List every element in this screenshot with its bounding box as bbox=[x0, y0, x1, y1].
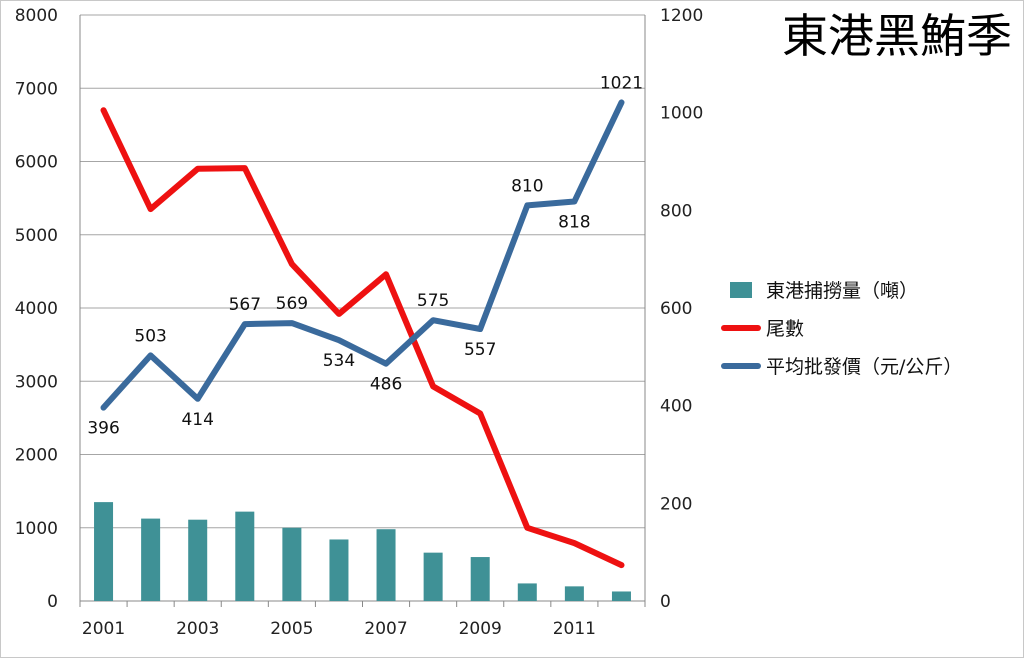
price-line bbox=[100, 99, 625, 411]
left-tick-label: 7000 bbox=[15, 79, 58, 99]
right-tick-label: 0 bbox=[660, 592, 671, 612]
right-tick-label: 1000 bbox=[660, 104, 703, 124]
right-tick-label: 800 bbox=[660, 201, 692, 221]
left-tick-label: 2000 bbox=[15, 446, 58, 466]
price-data-label: 567 bbox=[229, 295, 261, 315]
bar bbox=[611, 591, 631, 601]
price-data-label: 534 bbox=[323, 351, 355, 371]
right-tick-label: 200 bbox=[660, 494, 692, 514]
legend-swatch-bar bbox=[730, 282, 752, 298]
legend-label: 東港捕撈量（噸） bbox=[766, 280, 918, 302]
right-axis-ticks: 0 200 400 600 800 1000 1200 bbox=[660, 6, 703, 612]
price-data-label: 569 bbox=[276, 294, 308, 314]
bar bbox=[470, 557, 490, 601]
left-tick-label: 1000 bbox=[15, 519, 58, 539]
price-data-label: 818 bbox=[558, 213, 590, 233]
x-axis-ticks: 2001 2003 2005 2007 2009 2011 bbox=[79, 601, 646, 639]
price-data-label: 486 bbox=[370, 375, 402, 395]
price-data-label: 557 bbox=[464, 340, 496, 360]
bar bbox=[188, 519, 208, 601]
right-tick-label: 400 bbox=[660, 397, 692, 417]
legend-label: 尾數 bbox=[766, 318, 804, 340]
left-axis-ticks: 0 1000 2000 3000 4000 5000 6000 7000 8000 bbox=[15, 6, 58, 612]
price-data-label: 1021 bbox=[600, 73, 643, 93]
bar bbox=[282, 527, 302, 601]
left-tick-label: 4000 bbox=[15, 299, 58, 319]
x-tick-label: 2005 bbox=[270, 619, 313, 639]
left-tick-label: 5000 bbox=[15, 226, 58, 246]
right-tick-label: 600 bbox=[660, 299, 692, 319]
left-tick-label: 8000 bbox=[15, 6, 58, 26]
gridlines bbox=[79, 14, 646, 602]
bar-series bbox=[94, 502, 631, 601]
price-data-label: 575 bbox=[417, 291, 449, 311]
bar bbox=[564, 586, 584, 601]
x-tick-label: 2007 bbox=[364, 619, 407, 639]
x-tick-label: 2003 bbox=[176, 619, 219, 639]
bar bbox=[423, 552, 443, 601]
left-tick-label: 0 bbox=[47, 592, 58, 612]
left-tick-label: 3000 bbox=[15, 372, 58, 392]
data-labels: 396 503 414 567 569 534 486 575 557 810 818 1021 bbox=[87, 73, 643, 438]
price-data-label: 503 bbox=[134, 326, 166, 346]
price-data-label: 810 bbox=[511, 176, 543, 196]
left-tick-label: 6000 bbox=[15, 153, 58, 173]
x-tick-label: 2001 bbox=[82, 619, 125, 639]
legend-label: 平均批發價（元/公斤） bbox=[766, 356, 962, 378]
bar bbox=[94, 502, 114, 601]
price-data-label: 396 bbox=[87, 419, 119, 439]
count-line bbox=[100, 107, 625, 569]
bar bbox=[329, 539, 349, 601]
bar bbox=[376, 529, 396, 601]
x-tick-label: 2009 bbox=[459, 619, 502, 639]
bar bbox=[235, 511, 255, 601]
chart-title: 東港黑鮪季 bbox=[782, 9, 1012, 63]
price-data-label: 414 bbox=[181, 410, 213, 430]
line-series bbox=[100, 99, 625, 569]
bar bbox=[517, 583, 537, 601]
bar bbox=[141, 518, 161, 601]
right-tick-label: 1200 bbox=[660, 6, 703, 26]
x-tick-label: 2011 bbox=[553, 619, 596, 639]
